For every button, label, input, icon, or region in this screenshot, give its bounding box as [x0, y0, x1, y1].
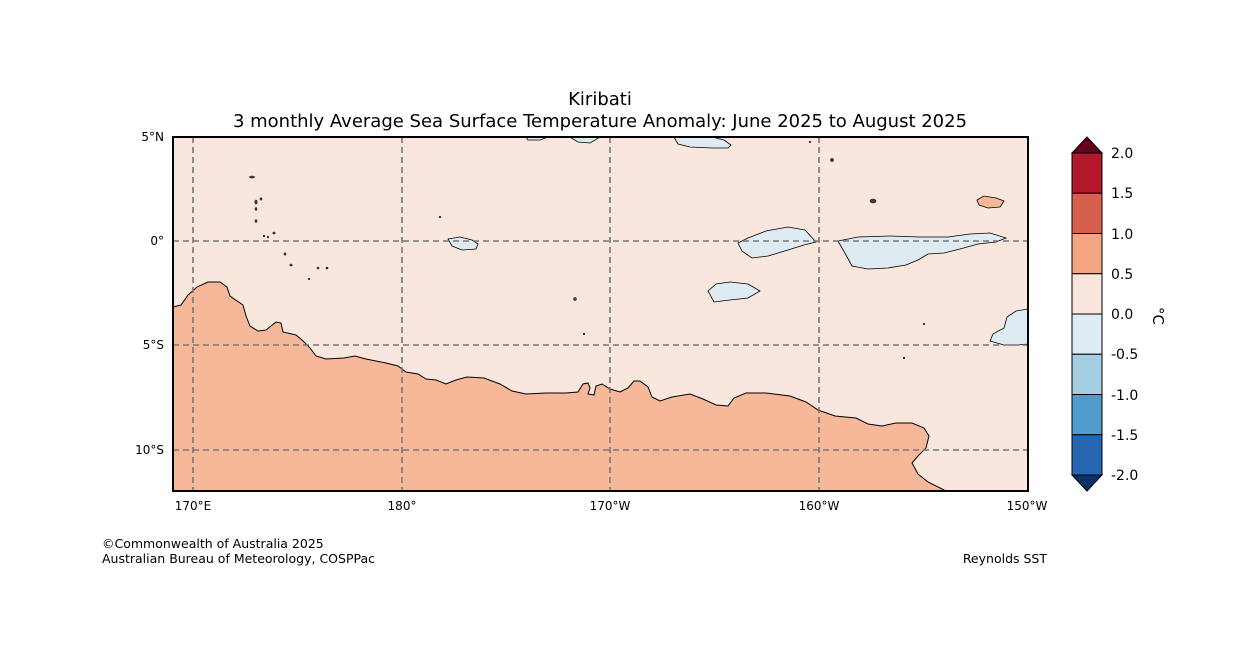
island: [254, 219, 258, 223]
island: [289, 263, 293, 267]
lon-label-160W: 160°W: [799, 499, 840, 513]
island: [830, 158, 834, 162]
map-subtitle: 3 monthly Average Sea Surface Temperatur…: [233, 111, 967, 132]
colorbar-bin-1.0-1.5: [1071, 192, 1103, 234]
colorbar-tick: -2.0: [1111, 468, 1138, 484]
lat-label-5S: 5°S: [143, 338, 164, 352]
island: [272, 231, 276, 235]
colorbar: [1070, 136, 1104, 492]
island: [325, 266, 329, 270]
cool-anomaly-patch: [707, 281, 761, 303]
colorbar-tick: -1.0: [1111, 388, 1138, 404]
colorbar-bin-neg1.5-neg1.0: [1071, 394, 1103, 436]
island: [582, 332, 586, 336]
island: [316, 266, 320, 270]
colorbar-unit-label: °C: [1149, 307, 1167, 325]
longitude-labels: 170°E 180° 170°W 160°W 150°W: [175, 499, 1048, 513]
island: [808, 140, 812, 144]
colorbar-extend-low: [1070, 474, 1104, 492]
map-panel: [172, 136, 1029, 492]
colorbar-tick: -0.5: [1111, 347, 1138, 363]
latitude-labels: 5°N 0° 5°S 10°S: [135, 130, 164, 457]
island: [438, 215, 442, 219]
colorbar-bin-0.5-1.0: [1071, 233, 1103, 275]
warm-anomaly-patch: [976, 195, 1005, 209]
lon-label-150W: 150°W: [1007, 499, 1048, 513]
colorbar-tick: -1.5: [1111, 428, 1138, 444]
lon-label-170E: 170°E: [175, 499, 212, 513]
colorbar-tick: 2.0: [1111, 146, 1133, 162]
island: [307, 277, 311, 281]
island: [249, 175, 255, 179]
lat-label-5N: 5°N: [141, 130, 164, 144]
colorbar-bin-neg1.0-neg0.5: [1071, 353, 1103, 395]
island: [254, 207, 258, 211]
cool-anomaly-patch: [737, 226, 817, 259]
cool-anomaly-patch: [525, 137, 601, 144]
island: [922, 322, 926, 326]
colorbar-bin-0.0-0.5: [1071, 273, 1103, 315]
cool-anomaly-patch: [837, 232, 1008, 270]
islands: [249, 140, 926, 360]
colorbar-bin-neg0.5-0.0: [1071, 313, 1103, 355]
island: [573, 297, 577, 301]
colorbar-tick: 1.0: [1111, 227, 1133, 243]
colorbar-tick: 0.5: [1111, 267, 1133, 283]
map-title: Kiribati: [568, 89, 632, 110]
colorbar-extend-high: [1070, 136, 1104, 154]
colorbar-tick: 0.0: [1111, 307, 1133, 323]
warm-anomaly-region-south: [173, 281, 947, 491]
island: [902, 356, 906, 360]
island: [869, 198, 877, 204]
colorbar-bin-neg2.0-neg1.5: [1071, 434, 1103, 476]
island: [266, 235, 270, 239]
island: [262, 234, 266, 238]
agency-text: Australian Bureau of Meteorology, COSPPa…: [102, 551, 375, 566]
colorbar-ticks: 2.0 1.5 1.0 0.5 0.0 -0.5 -1.0 -1.5 -2.0: [1111, 146, 1138, 484]
lon-label-170W: 170°W: [590, 499, 631, 513]
lat-label-0: 0°: [150, 234, 164, 248]
data-source-text: Reynolds SST: [963, 551, 1048, 566]
island: [259, 197, 263, 201]
gridlines: [173, 137, 1028, 491]
colorbar-bin-1.5-2.0: [1071, 152, 1103, 194]
copyright-text: ©Commonwealth of Australia 2025: [102, 536, 324, 551]
colorbar-tick: 1.5: [1111, 186, 1133, 202]
island: [283, 252, 287, 256]
island: [254, 199, 258, 205]
map-frame: [172, 136, 1029, 492]
lon-label-180: 180°: [388, 499, 417, 513]
lat-label-10S: 10°S: [135, 443, 164, 457]
